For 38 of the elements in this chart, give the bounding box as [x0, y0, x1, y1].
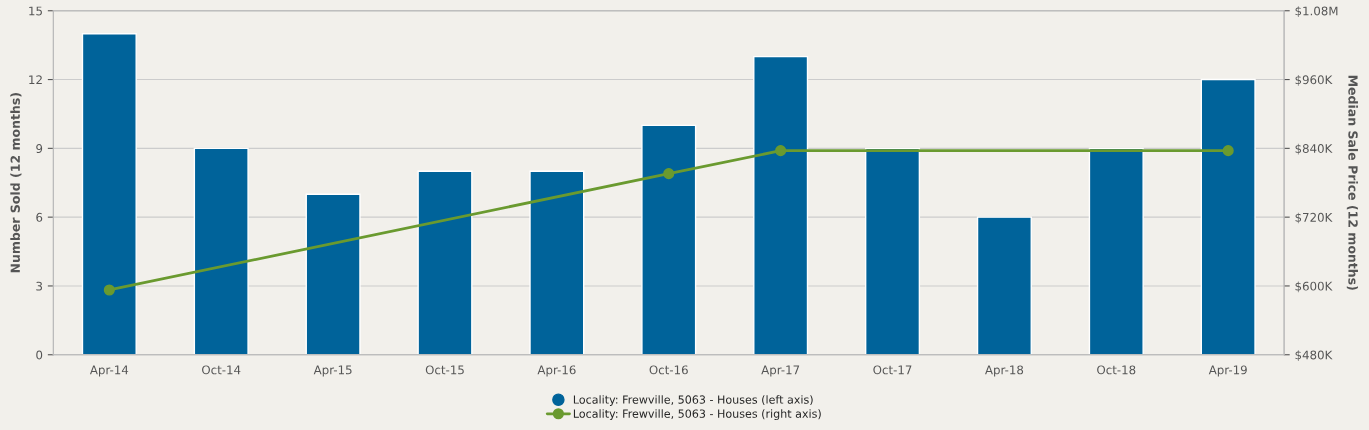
bar: [641, 124, 697, 355]
bar: [976, 216, 1032, 355]
y-tick-label: 15: [29, 6, 42, 16]
x-tick-label: Oct-14: [202, 365, 241, 375]
x-tick-label: Apr-15: [313, 365, 352, 377]
bar: [417, 170, 473, 355]
bar: [1088, 147, 1144, 355]
y2-tick-label: $720K: [1295, 212, 1333, 224]
bar: [81, 32, 137, 355]
bar: [193, 147, 249, 355]
y2-tick-label: $600K: [1295, 281, 1333, 293]
x-tick-label: Apr-14: [89, 365, 129, 377]
x-tick-label: Apr-18: [985, 365, 1024, 377]
x-tick-label: Apr-17: [761, 365, 800, 377]
x-tick-label: Apr-16: [537, 365, 576, 377]
y-tick-label: 6: [36, 212, 43, 222]
y2-tick-label: $1.08M: [1295, 6, 1338, 17]
y2-tick-label: $960K: [1295, 75, 1333, 86]
y2-axis-title: Median Sale Price (12 months): [1346, 75, 1358, 290]
bar: [864, 147, 921, 355]
legend-label: Locality: Frewville, 5063 - Houses (left axis): [573, 395, 813, 406]
y2-tick-label: $480K: [1295, 350, 1333, 361]
y-axis-title: Number Sold (12 months): [10, 93, 22, 273]
bar: [305, 193, 361, 355]
bar: [1200, 78, 1256, 355]
y-tick-label: 0: [36, 350, 43, 360]
x-tick-label: Apr-19: [1208, 365, 1247, 377]
y-tick-label: 3: [36, 281, 43, 291]
legend-label: Locality: Frewville, 5063 - Houses (right axis): [573, 409, 821, 420]
x-tick-label: Oct-17: [873, 365, 912, 375]
y-tick-label: 12: [29, 75, 42, 85]
bar: [753, 55, 809, 355]
bar: [529, 170, 585, 355]
x-tick-label: Oct-16: [649, 365, 688, 375]
x-tick-label: Oct-18: [1097, 365, 1136, 375]
x-tick-label: Oct-15: [425, 365, 464, 375]
y2-tick-label: $840K: [1295, 143, 1333, 155]
y-tick-label: 9: [36, 144, 43, 153]
